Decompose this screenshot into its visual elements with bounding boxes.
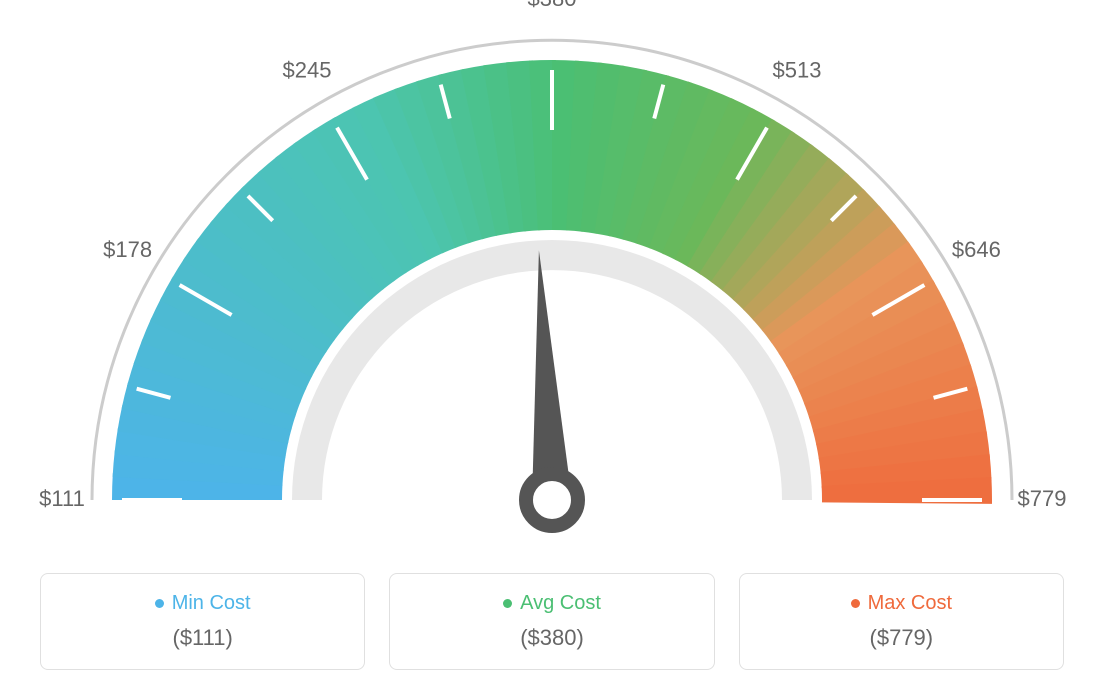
min-label-row: Min Cost <box>51 592 354 615</box>
gauge-container: $111 $178 $245 $380 $513 $646 $779 <box>0 0 1104 560</box>
avg-label-row: Avg Cost <box>400 592 703 615</box>
avg-dot-icon <box>503 599 512 608</box>
max-value: ($779) <box>750 625 1053 651</box>
gauge-tick-label: $646 <box>952 237 1001 262</box>
min-value: ($111) <box>51 625 354 651</box>
min-cost-card: Min Cost ($111) <box>40 573 365 670</box>
avg-label: Avg Cost <box>520 592 601 615</box>
avg-cost-card: Avg Cost ($380) <box>389 573 714 670</box>
min-label: Min Cost <box>172 592 251 615</box>
gauge-tick-label: $779 <box>1018 486 1067 511</box>
max-dot-icon <box>851 599 860 608</box>
gauge-needle <box>532 250 572 501</box>
gauge-tick-label: $380 <box>528 0 577 11</box>
gauge-hub <box>526 474 578 526</box>
summary-row: Min Cost ($111) Avg Cost ($380) Max Cost… <box>40 573 1064 670</box>
max-cost-card: Max Cost ($779) <box>739 573 1064 670</box>
gauge-tick-label: $178 <box>103 237 152 262</box>
gauge-tick-label: $111 <box>39 486 85 511</box>
gauge-tick-label: $245 <box>283 58 332 83</box>
max-label: Max Cost <box>868 592 952 615</box>
avg-value: ($380) <box>400 625 703 651</box>
gauge-tick-label: $513 <box>773 58 822 83</box>
min-dot-icon <box>155 599 164 608</box>
max-label-row: Max Cost <box>750 592 1053 615</box>
gauge-svg: $111 $178 $245 $380 $513 $646 $779 <box>0 0 1104 560</box>
